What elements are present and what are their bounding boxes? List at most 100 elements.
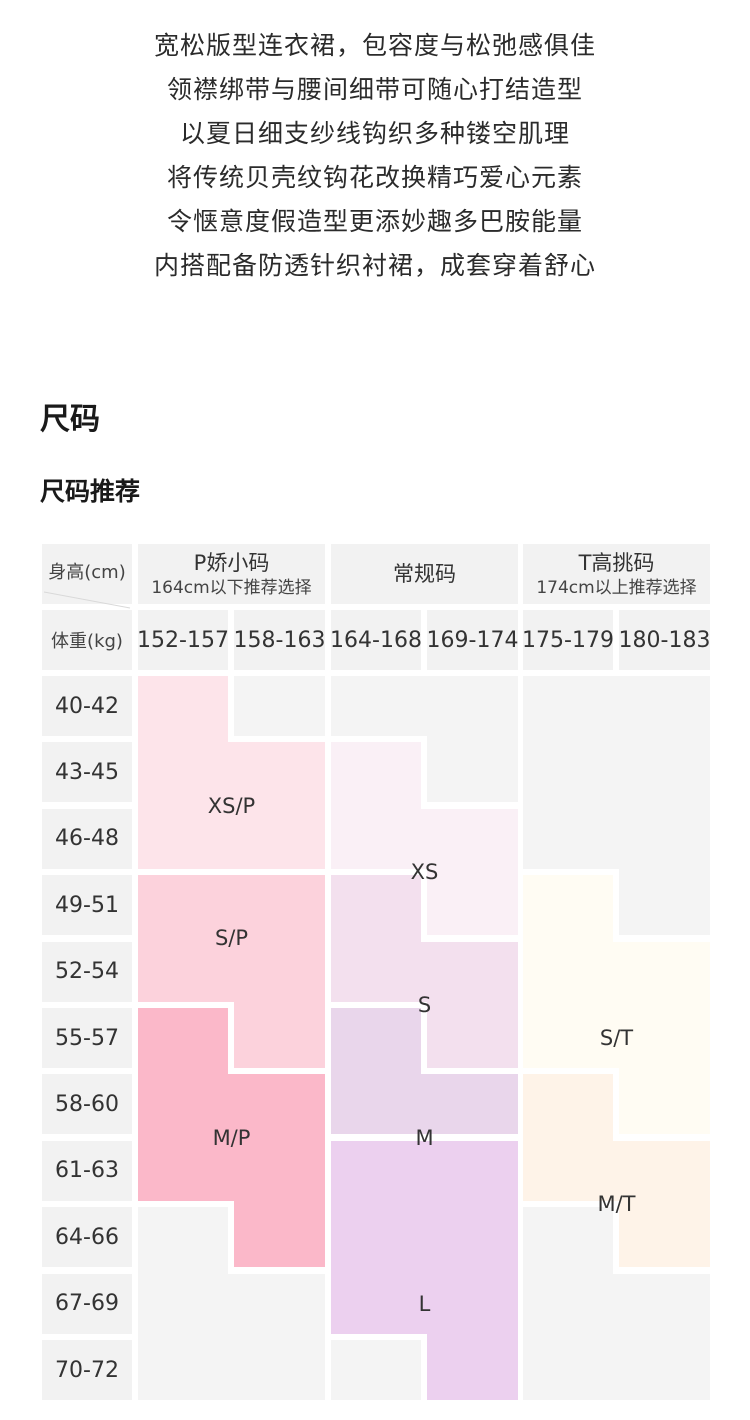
height-range-cell xyxy=(138,610,228,670)
size-grid-cell xyxy=(523,742,620,810)
size-grid-cell xyxy=(331,808,428,869)
size-grid-cell xyxy=(234,808,325,869)
group-header-tall xyxy=(523,544,710,604)
intro-line: 宽松版型连衣裙，包容度与松弛感俱佳 xyxy=(153,31,596,60)
size-grid-cell xyxy=(234,1273,325,1341)
weight-range-label: 61-63 xyxy=(55,1158,119,1184)
size-grid-cell xyxy=(427,1273,518,1341)
size-grid-cell xyxy=(234,742,325,810)
size-grid-cell xyxy=(619,1207,710,1268)
group-header-regular xyxy=(331,544,518,604)
size-grid-cell xyxy=(523,808,620,869)
intro-line: 领襟绑带与腰间细带可随心打结造型 xyxy=(166,75,583,104)
height-range-cell xyxy=(234,610,325,670)
size-grid-cell xyxy=(331,1207,428,1275)
size-grid-cell xyxy=(523,1207,613,1275)
weight-range-label: 46-48 xyxy=(55,826,119,852)
weight-range-label: 40-42 xyxy=(55,693,119,719)
size-grid-cell xyxy=(234,941,325,1009)
size-label: XS xyxy=(410,860,439,884)
size-grid-cell xyxy=(234,1207,325,1268)
size-grid-cell xyxy=(234,875,325,943)
size-grid-cell xyxy=(619,1008,710,1076)
size-grid-cell xyxy=(427,676,518,744)
weight-range-label: 43-45 xyxy=(55,759,119,785)
size-grid-cell xyxy=(619,1074,710,1135)
size-grid-cell xyxy=(234,1140,325,1209)
size-grid-cell xyxy=(427,1340,518,1400)
size-grid-cell xyxy=(427,875,518,936)
size-label: M/T xyxy=(597,1192,636,1216)
size-grid-cell xyxy=(619,941,710,1009)
size-grid-cell xyxy=(619,676,710,744)
corner-weight-label: 体重(kg) xyxy=(51,631,123,652)
size-grid-cell xyxy=(138,1008,228,1076)
size-grid-cell xyxy=(331,941,428,1002)
size-label: XS/P xyxy=(207,793,256,818)
size-grid-cell xyxy=(331,875,421,943)
height-range-label: 164-168 xyxy=(330,627,422,653)
intro-line: 内搭配备防透针织衬裙，成套穿着舒心 xyxy=(153,251,596,280)
size-label: S xyxy=(417,992,432,1017)
size-label: M xyxy=(415,1125,434,1150)
size-grid-cell xyxy=(619,875,710,936)
size-grid-cell xyxy=(331,1008,421,1076)
weight-range-cell xyxy=(42,1207,132,1268)
size-grid-cell xyxy=(619,1140,710,1209)
intro-line: 令惬意度假造型更添妙趣多巴胺能量 xyxy=(166,207,583,236)
weight-range-cell xyxy=(42,1140,132,1201)
size-grid-cell xyxy=(331,1074,428,1135)
intro-line: 将传统贝壳纹钩花改换精巧爱心元素 xyxy=(166,163,583,192)
weight-range-cell xyxy=(42,742,132,803)
weight-range-label: 58-60 xyxy=(55,1091,119,1117)
size-grid-cell xyxy=(234,1074,325,1142)
group-note-tall: 174cm以上推荐选择 xyxy=(536,578,697,598)
size-grid-cell xyxy=(619,1273,710,1341)
size-grid-cell xyxy=(619,742,710,810)
corner-weight-cell xyxy=(42,610,132,670)
weight-range-label: 70-72 xyxy=(55,1357,119,1383)
size-grid-cell xyxy=(138,875,235,943)
height-range-label: 152-157 xyxy=(137,627,229,653)
size-grid-cell xyxy=(138,1273,235,1341)
corner-height-cell xyxy=(42,544,132,604)
size-grid-cell xyxy=(427,1008,518,1068)
height-range-label: 169-174 xyxy=(426,627,519,653)
size-grid-cell xyxy=(331,742,421,810)
size-grid-cell xyxy=(138,1207,228,1275)
size-grid-cell xyxy=(138,676,228,744)
size-grid-cell xyxy=(331,676,428,736)
size-grid-cell xyxy=(427,742,518,803)
size-grid-cell xyxy=(427,808,518,877)
size-grid-cell xyxy=(619,1340,710,1400)
size-grid-cell xyxy=(523,1074,613,1142)
size-grid-cell xyxy=(138,941,235,1002)
size-grid-cell xyxy=(523,1008,620,1068)
size-grid-cell xyxy=(138,1074,235,1142)
size-grid-cell xyxy=(427,1207,518,1275)
size-grid-cell xyxy=(331,1273,428,1334)
weight-range-cell xyxy=(42,875,132,936)
size-label: S/T xyxy=(599,1026,634,1050)
weight-range-label: 67-69 xyxy=(55,1291,119,1317)
weight-range-cell xyxy=(42,676,132,736)
height-range-label: 180-183 xyxy=(618,627,711,653)
weight-range-cell xyxy=(42,808,132,869)
corner-diagonal-line xyxy=(43,591,131,609)
group-name-petite: P娇小码 xyxy=(193,551,270,575)
size-recommendation-title: 尺码推荐 xyxy=(40,477,141,506)
section-title: 尺码 xyxy=(40,402,100,437)
size-grid-cell xyxy=(523,1340,620,1400)
weight-range-label: 49-51 xyxy=(55,892,119,918)
group-name-regular: 常规码 xyxy=(393,562,456,586)
size-grid-cell xyxy=(331,1340,421,1400)
intro-text: 宽松版型连衣裙，包容度与松弛感俱佳 领襟绑带与腰间细带可随心打结造型 以夏日细支… xyxy=(0,24,750,288)
height-range-cell xyxy=(427,610,518,670)
height-range-cell xyxy=(619,610,710,670)
size-grid-cell xyxy=(234,1008,325,1068)
size-grid-cell xyxy=(138,1140,235,1201)
size-grid-cell xyxy=(138,808,235,869)
weight-range-cell xyxy=(42,1008,132,1068)
group-header-petite xyxy=(138,544,325,604)
size-grid-cell xyxy=(523,941,620,1009)
